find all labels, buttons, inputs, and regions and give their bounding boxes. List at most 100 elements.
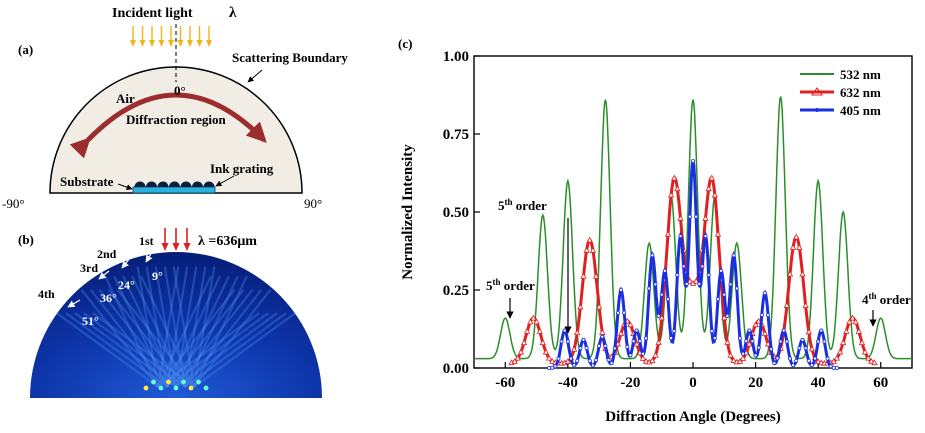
data-point-405-nm [759,312,764,317]
data-point-405-nm [737,336,742,341]
hotspot [203,385,209,391]
data-point-632-nm [564,358,572,364]
data-point-405-nm [550,365,555,370]
data-point-405-nm [669,336,674,341]
data-point-632-nm [655,339,662,345]
angle-36-label: 36° [100,291,117,305]
data-point-632-nm [786,270,794,277]
data-point-632-nm [583,247,590,253]
incident-arrow [177,26,184,47]
data-point-632-nm [861,348,869,355]
ink-grating-label: Ink grating [210,161,274,176]
diffraction-beam [175,289,254,388]
incident-arrow [130,26,136,47]
diffraction-beam [98,289,177,388]
grating-bump [180,181,192,187]
diffraction-beam [154,266,178,388]
ann1-sup: th [505,197,513,207]
data-point-405-nm [697,281,702,286]
ink-grating-pointer [215,175,235,187]
diffraction-beam [136,266,160,388]
data-point-632-nm [736,357,744,364]
y-tick-label: 1.00 [443,49,469,65]
data-point-632-nm [799,270,806,277]
x-axis-ticks: -60 -40 -20 0 20 40 60 [495,362,888,391]
incident-arrow [149,26,155,47]
data-point-632-nm [511,358,518,364]
diffraction-beam [157,275,212,388]
diffraction-beam [163,266,187,388]
lambda-symbol: λ [229,5,237,21]
red-incident-arrow [183,228,191,251]
data-point-632-nm [539,339,547,346]
grating-bump [134,181,146,187]
data-point-405-nm [722,292,727,297]
boundary-pointer-arrow [247,69,263,83]
data-point-405-nm [787,356,792,361]
data-point-405-nm [609,361,614,366]
data-point-632-nm [730,357,737,363]
data-point-632-nm [674,185,681,192]
data-point-405-nm [797,346,802,351]
data-point-405-nm [575,358,580,363]
legend: 532 nm 632 nm 405 nm [800,67,881,118]
data-point-405-nm [578,346,583,351]
grating-bump [192,181,203,187]
panel-a-label: (a) [18,42,33,57]
y-axis-label: Normalized Intensity [400,144,416,280]
data-point-632-nm [833,354,841,361]
data-point-405-nm [637,339,642,344]
red-incident-arrow [161,228,169,251]
data-point-405-nm [762,291,767,296]
diffraction-beam [184,275,239,388]
incident-light-label: Incident light [112,6,193,21]
diffraction-beam [166,289,245,388]
angle-9-label: 9° [152,269,163,283]
data-point-405-nm [553,364,558,369]
ann2-rest: order [501,278,536,293]
data-point-405-nm [825,356,830,361]
panel-c: (c) 0.00 0.25 0.50 0.75 1.00 -60 -40 -20 0 20 40 6… [398,36,913,425]
data-point-632-nm [667,191,675,198]
order-1-label: 1st [139,234,154,248]
data-point-405-nm [684,281,689,286]
data-point-632-nm [808,345,816,352]
data-point-632-nm [739,355,747,361]
data-point-405-nm [656,313,661,318]
data-point-405-nm [590,363,595,368]
substrate-label: Substrate [60,174,114,189]
data-point-405-nm [734,286,739,291]
hotspot [181,379,186,385]
diffraction-region-label: Diffraction region [126,112,227,127]
x-tick-label: 20 [748,375,763,391]
data-point-632-nm [520,339,528,346]
data-point-405-nm [822,339,827,344]
diffraction-curve-arrow [69,92,267,159]
data-point-405-nm [584,346,589,351]
order-4-arrow [67,299,81,308]
ann2-sup: th [493,277,501,287]
data-point-405-nm [587,358,592,363]
data-point-632-nm [839,339,847,346]
data-point-632-nm [649,357,656,363]
data-point-405-nm [565,339,570,344]
diffraction-beam [157,312,260,388]
data-point-632-nm [858,339,866,346]
diffraction-beam [193,289,272,388]
data-point-632-nm [536,328,543,334]
data-point-405-nm [687,214,692,219]
data-point-405-nm [568,356,573,361]
data-point-632-nm [702,215,709,221]
data-point-405-nm [631,339,636,344]
hotspot [143,385,149,391]
data-point-405-nm [628,353,633,358]
data-point-405-nm [728,282,733,287]
data-point-405-nm [650,253,655,258]
data-point-405-nm [612,346,617,351]
diffraction-beam [183,266,207,388]
data-point-405-nm [556,356,561,361]
data-point-632-nm [524,328,531,334]
data-point-405-nm [653,282,658,287]
data-point-405-nm [597,343,602,348]
